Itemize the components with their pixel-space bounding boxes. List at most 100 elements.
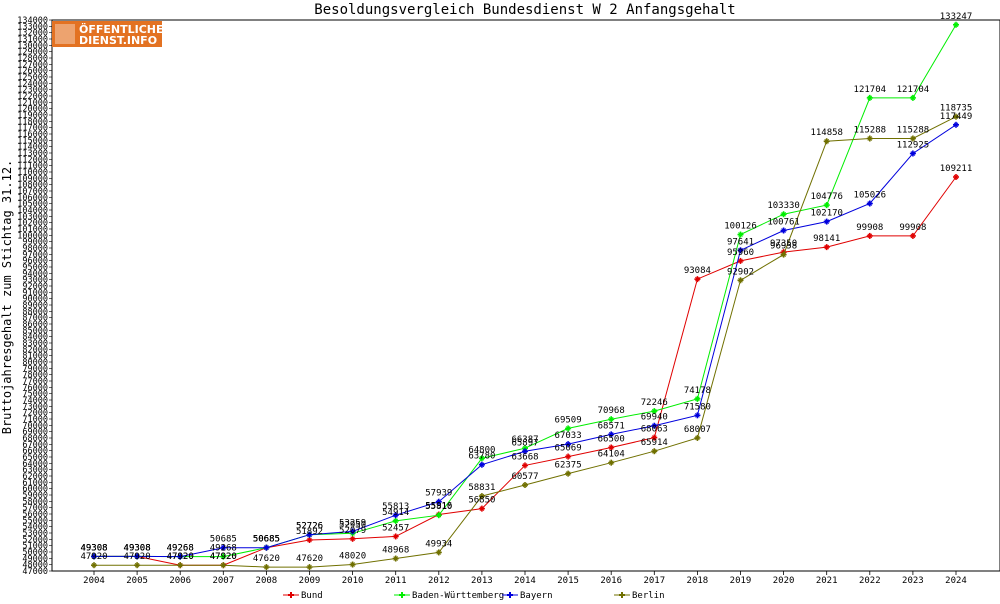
series-point [823,218,830,225]
series-point [909,150,916,157]
series-point [177,553,184,560]
y-tick-label: 94000 [22,269,48,279]
data-label: 47920 [167,552,194,562]
series-point [349,561,356,568]
series-point [392,533,399,540]
data-label: 55810 [425,502,452,512]
series-point [737,231,744,238]
y-tick-label: 115000 [17,136,48,146]
point-marker-d2 [867,201,873,206]
point-marker-d2 [824,138,830,144]
data-label: 49934 [425,539,452,549]
series-point [263,544,270,551]
y-tick-label: 52000 [22,535,48,545]
data-label: 66387 [511,435,538,445]
y-tick-label: 82000 [22,345,48,355]
point-marker-d2 [134,562,140,568]
data-label: 53259 [339,518,366,528]
data-label: 47920 [124,552,151,562]
legend-label: Baden-Württemberg [412,591,504,600]
point-marker-d2 [953,114,959,120]
y-tick-label: 84000 [22,333,48,343]
series-point [435,498,442,505]
data-label: 100761 [767,218,800,228]
series-point [651,408,658,415]
data-label: 49308 [80,543,107,553]
point-marker-d2 [307,537,312,543]
x-tick-label: 2007 [212,576,234,586]
y-tick-label: 54000 [22,523,48,533]
point-marker-d2 [350,536,355,542]
data-label: 49268 [210,544,237,554]
data-label: 133247 [940,12,973,22]
y-tick-label: 85000 [22,326,48,336]
point-marker-d2 [867,233,873,239]
point-marker-d2 [393,518,399,524]
data-label: 65897 [511,438,538,448]
data-label: 67033 [555,431,582,441]
point-marker-d2 [695,396,700,402]
series-point [608,444,615,451]
y-tick-label: 61000 [22,478,48,488]
y-tick-label: 76000 [22,383,48,393]
point-marker-d2 [134,554,140,559]
series-point [866,232,873,239]
y-tick-label: 100000 [17,231,48,241]
x-tick-label: 2010 [342,576,364,586]
y-tick-label: 129000 [17,48,48,58]
point-marker-d2 [953,174,959,180]
y-tick-label: 112000 [17,155,48,165]
data-label: 69509 [555,415,582,425]
series-point [134,562,141,569]
series-point [134,553,141,560]
point-marker-d2 [479,506,485,511]
y-tick-label: 125000 [17,73,48,83]
series-point [565,425,572,432]
y-tick-label: 116000 [17,130,48,140]
series-point [651,448,658,455]
point-marker-d2 [220,562,226,568]
x-tick-label: 2016 [600,576,622,586]
series-point [177,562,184,569]
point-marker-d2 [436,550,442,555]
point-marker-d2 [651,435,657,440]
series-point [737,247,744,254]
data-label: 47920 [167,552,194,562]
y-tick-label: 101000 [17,225,48,235]
point-marker-d2 [177,554,183,559]
y-tick-label: 72000 [22,409,48,419]
logo-line1: ÖFFENTLICHER [79,22,172,36]
y-tick-label: 64000 [22,459,48,469]
data-label: 47620 [253,554,280,564]
data-label: 52726 [296,522,323,532]
y-tick-label: 68000 [22,434,48,444]
point-marker-d2 [307,564,312,570]
data-label: 96958 [770,242,797,252]
data-label: 65914 [641,438,668,448]
y-tick-label: 57000 [22,504,48,514]
y-tick-label: 107000 [17,187,48,197]
data-label: 68571 [598,421,625,431]
logo-background [52,21,162,47]
legend-label: Bayern [520,591,553,600]
y-tick-label: 127000 [17,60,48,70]
data-label: 114858 [810,128,843,138]
x-tick-label: 2005 [126,576,148,586]
data-label: 121704 [854,85,887,95]
data-label: 100126 [724,222,757,232]
series-point [565,453,572,460]
point-marker-d2 [695,412,700,418]
series-line [94,116,957,568]
data-label: 99908 [856,223,883,233]
x-tick-label: 2020 [773,576,795,586]
point-marker-d2 [436,499,442,505]
y-tick-label: 118000 [17,117,48,127]
data-label: 50685 [253,535,280,545]
data-label: 48968 [382,546,409,556]
series-point [263,564,270,571]
data-label: 64104 [598,450,625,460]
point-marker-d2 [781,252,786,257]
data-label: 58831 [468,483,495,493]
data-label: 95960 [727,248,754,258]
point-marker-d2 [608,416,614,422]
